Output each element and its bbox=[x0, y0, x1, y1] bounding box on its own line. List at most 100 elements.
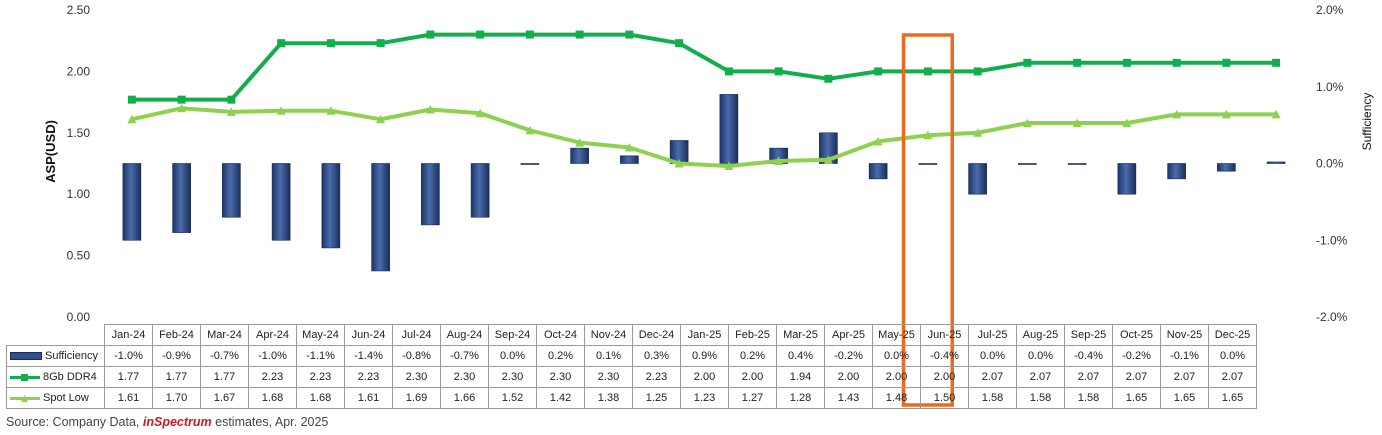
sufficiency-bar bbox=[1117, 163, 1137, 195]
table-cell: 2.00 bbox=[872, 366, 921, 388]
y-tick-label: 2.50 bbox=[67, 3, 91, 17]
sufficiency-bar bbox=[1217, 163, 1236, 172]
table-cell: 1.77 bbox=[200, 366, 249, 388]
month-header-cell: Sep-25 bbox=[1064, 324, 1113, 346]
table-cell: 1.28 bbox=[776, 387, 825, 409]
ddr4-marker bbox=[824, 74, 833, 83]
spot-low-marker bbox=[1271, 109, 1281, 119]
sufficiency-bar bbox=[1067, 163, 1087, 165]
ddr4-line bbox=[131, 32, 1277, 102]
sufficiency-bar bbox=[968, 163, 987, 195]
table-cell: 2.30 bbox=[584, 366, 633, 388]
table-cell: 2.23 bbox=[344, 366, 393, 388]
month-header-cell: Apr-25 bbox=[824, 324, 873, 346]
table-row: 8Gb DDR4 1.77 1.77 1.77 2.23 2.23 2.23 2.30 2.30… bbox=[6, 366, 1257, 388]
table-cell: 1.52 bbox=[488, 387, 537, 409]
table-cell: 1.58 bbox=[1016, 387, 1065, 409]
source-prefix: Source: Company Data, bbox=[6, 415, 143, 429]
table-cell: 2.00 bbox=[920, 366, 969, 388]
legend-key bbox=[10, 395, 40, 403]
y2-tick-label: 0.0% bbox=[1316, 157, 1344, 171]
table-cell: 1.25 bbox=[632, 387, 681, 409]
table-cell: -0.9% bbox=[152, 345, 201, 367]
legend-key bbox=[10, 374, 40, 382]
table-cell: 1.66 bbox=[440, 387, 489, 409]
table-cell: 2.00 bbox=[728, 366, 777, 388]
sufficiency-bar bbox=[321, 163, 341, 249]
ddr4-marker bbox=[376, 39, 385, 48]
spot-low-marker bbox=[1022, 118, 1032, 127]
spot-low-marker bbox=[525, 125, 535, 135]
table-cell: 1.65 bbox=[1208, 387, 1257, 409]
spot-low-marker bbox=[1172, 109, 1182, 119]
source-note: Source: Company Data, inSpectrum estimat… bbox=[6, 415, 328, 429]
table-cell: -0.8% bbox=[392, 345, 441, 367]
spot-low-marker bbox=[376, 114, 386, 124]
spot-low-marker bbox=[425, 104, 435, 114]
spot-low-marker bbox=[177, 103, 187, 113]
sufficiency-bar bbox=[918, 163, 938, 165]
table-cell: 1.65 bbox=[1160, 387, 1209, 409]
sufficiency-bar bbox=[570, 147, 589, 164]
table-cell: -0.4% bbox=[1064, 345, 1113, 367]
month-header-cell: Jun-24 bbox=[344, 324, 393, 346]
ddr4-marker bbox=[724, 67, 733, 76]
table-cell: -1.1% bbox=[296, 345, 345, 367]
table-cell: 0.0% bbox=[872, 345, 921, 367]
table-cell: 1.43 bbox=[824, 387, 873, 409]
table-cell: 0.3% bbox=[632, 345, 681, 367]
brand-name: inSpectrum bbox=[142, 415, 212, 429]
chart-axes: 0.00 0.50 1.00 1.50 2.00 2.50 -2.0% -1.0% 0.0% 1.… bbox=[43, 3, 1374, 324]
table-cell: 0.0% bbox=[1208, 345, 1257, 367]
y-tick-label: 1.00 bbox=[67, 187, 91, 201]
table-cell: 2.07 bbox=[1208, 366, 1257, 388]
month-header-cell: Jan-25 bbox=[680, 324, 729, 346]
table-cell: 1.69 bbox=[392, 387, 441, 409]
table-cell: 1.27 bbox=[728, 387, 777, 409]
month-header-cell: Oct-25 bbox=[1112, 324, 1161, 346]
table-cell: 2.30 bbox=[536, 366, 585, 388]
month-header-cell: Oct-24 bbox=[536, 324, 585, 346]
spot-low-line bbox=[131, 106, 1277, 168]
table-cell: 1.61 bbox=[104, 387, 153, 409]
month-header-cell: Jan-24 bbox=[104, 324, 153, 346]
sufficiency-bar bbox=[1018, 163, 1037, 165]
y2-tick-label: 2.0% bbox=[1316, 3, 1344, 17]
table-cell: 1.50 bbox=[920, 387, 969, 409]
y-tick-label: 0.00 bbox=[67, 310, 91, 324]
ddr4-marker bbox=[227, 95, 236, 104]
table-cell: -0.1% bbox=[1160, 345, 1209, 367]
spot-low-marker bbox=[774, 156, 784, 166]
month-header-cell: Dec-24 bbox=[632, 324, 681, 346]
month-header-cell: Aug-24 bbox=[440, 324, 489, 346]
table-cell: 0.9% bbox=[680, 345, 729, 367]
source-suffix: estimates, Apr. 2025 bbox=[211, 415, 329, 429]
month-header-cell: Apr-24 bbox=[248, 324, 297, 346]
table-cell: 1.23 bbox=[680, 387, 729, 409]
ddr4-marker bbox=[1222, 58, 1231, 67]
month-header-cell: Feb-25 bbox=[728, 324, 777, 346]
ddr4-marker bbox=[525, 30, 534, 39]
table-cell: -0.7% bbox=[440, 345, 489, 367]
table-cell: 1.94 bbox=[776, 366, 825, 388]
month-header-cell: Nov-24 bbox=[584, 324, 633, 346]
spot-low-marker bbox=[575, 138, 585, 147]
table-row: Sufficiency -1.0% -0.9% -0.7% -1.0% -1.1% -1.4… bbox=[6, 345, 1257, 367]
row-label: 8Gb DDR4 bbox=[6, 366, 105, 388]
table-cell: -0.2% bbox=[1112, 345, 1161, 367]
table-cell: 2.23 bbox=[248, 366, 297, 388]
table-cell: 0.2% bbox=[536, 345, 585, 367]
legend-key bbox=[10, 352, 42, 361]
spot-low-marker bbox=[276, 106, 286, 115]
table-cell: 2.00 bbox=[824, 366, 873, 388]
table-cell: 1.77 bbox=[152, 366, 201, 388]
table-cell: 2.07 bbox=[1112, 366, 1161, 388]
table-cell: 0.0% bbox=[968, 345, 1017, 367]
spot-low-marker bbox=[475, 108, 485, 118]
table-cell: 2.23 bbox=[632, 366, 681, 388]
ddr4-marker bbox=[774, 67, 783, 76]
month-header-cell: Jul-24 bbox=[392, 324, 441, 346]
table-cell: 1.70 bbox=[152, 387, 201, 409]
table-cell: 0.2% bbox=[728, 345, 777, 367]
table-cell: -0.2% bbox=[824, 345, 873, 367]
